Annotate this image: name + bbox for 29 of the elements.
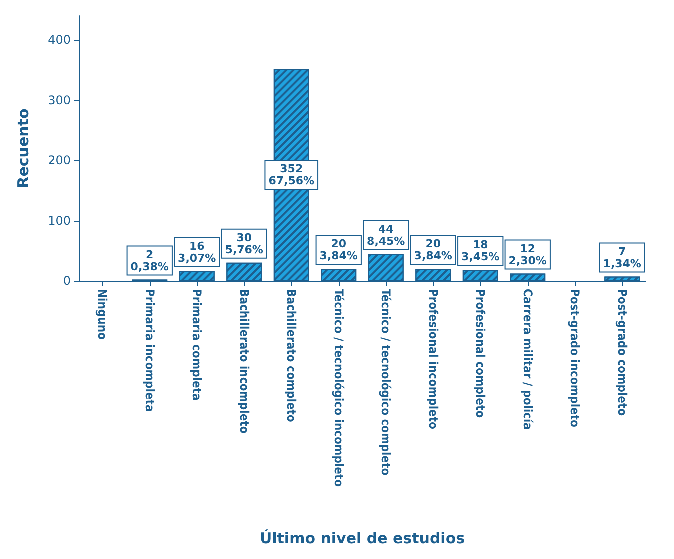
y-tick-label: 400: [48, 33, 71, 48]
x-tick-label: Bachillerato completo: [284, 289, 299, 422]
x-tick-label: Post-grado incompleto: [568, 289, 582, 428]
y-axis-title: Recuento: [14, 108, 32, 188]
x-tick-label: Técnico / tecnológico incompleto: [332, 289, 346, 488]
y-tick-label: 100: [48, 214, 71, 228]
y-tick-label: 300: [48, 93, 71, 108]
y-tick-label: 0: [63, 274, 71, 288]
x-tick-label: Técnico / tecnológico completo: [379, 289, 394, 476]
data-label: 2 0,38%: [130, 248, 169, 274]
y-tick-label: 200: [48, 154, 71, 168]
x-tick-label: Profesional incompleto: [426, 289, 440, 430]
data-label: 44 8,45%: [367, 223, 406, 248]
x-tick-label: Primaria incompleta: [142, 289, 157, 412]
x-tick-label: Bachillerato incompleto: [237, 289, 252, 434]
data-label: 18 3,45%: [462, 238, 500, 264]
x-tick-label: Carrera militar / policía: [520, 289, 535, 430]
data-label: 30 5,76%: [225, 231, 264, 256]
x-tick-label: Profesional completo: [474, 289, 488, 418]
x-tick-label: Post-grado completo: [615, 289, 630, 416]
x-tick-label: Primaria completa: [190, 289, 204, 401]
data-label: 12 2,30%: [508, 242, 547, 268]
x-tick-label: Ninguno: [96, 289, 110, 340]
data-label: 352 67,56%: [268, 162, 315, 188]
data-label: 20 3,84%: [320, 237, 358, 262]
x-axis-title: Último nivel de estudios: [260, 530, 466, 548]
data-label: 7 1,34%: [603, 245, 642, 270]
data-label: 20 3,84%: [414, 237, 452, 262]
data-label: 16 3,07%: [178, 240, 216, 265]
